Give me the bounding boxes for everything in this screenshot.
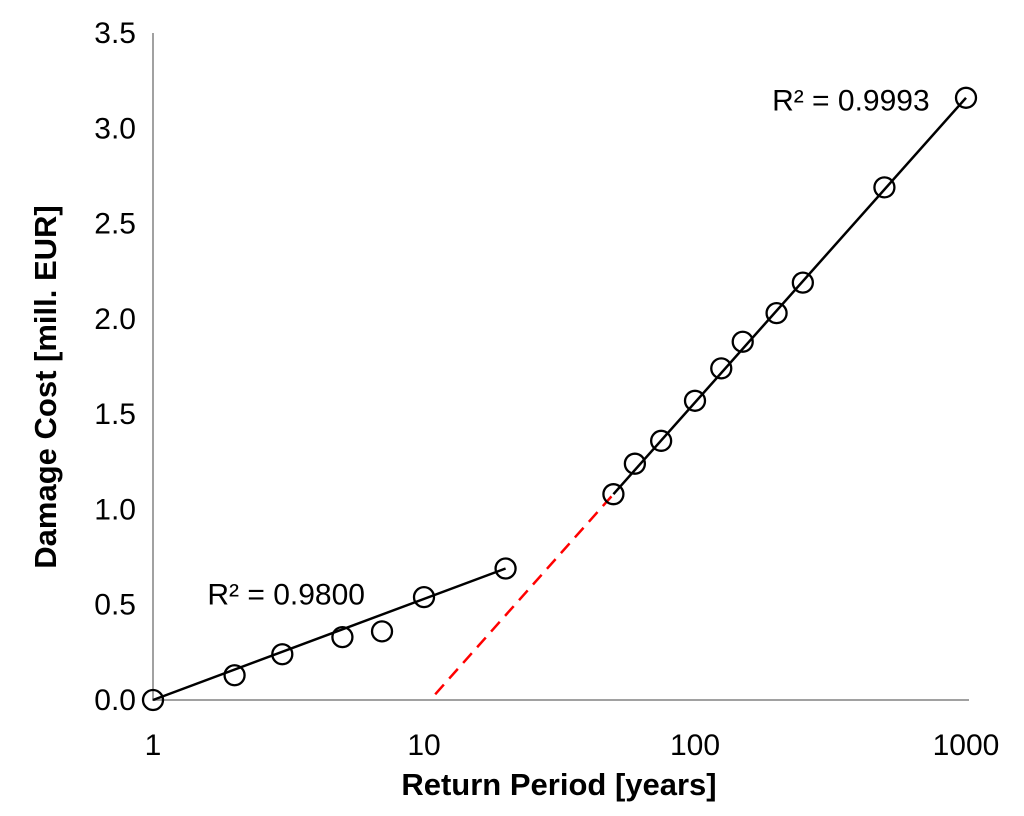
short-return-periods-point	[141, 688, 165, 712]
y-tick-label: 2.0	[94, 303, 136, 336]
short-return-periods-point	[412, 585, 436, 609]
long-return-periods-point	[683, 389, 707, 412]
x-tick-label: 1000	[933, 729, 1000, 762]
extrapolated-trendline	[434, 493, 615, 696]
short-return-periods-point	[331, 625, 354, 649]
short-return-periods-point	[370, 620, 394, 643]
long-return-periods-trendline	[612, 96, 967, 496]
long-return-periods-point	[791, 271, 814, 294]
long-return-periods-point	[710, 357, 733, 380]
long-return-periods-point	[623, 452, 647, 475]
y-tick-label: 0.0	[94, 684, 136, 717]
y-tick-label: 1.5	[94, 398, 136, 431]
long-return-periods-point	[765, 301, 788, 325]
y-tick-label: 0.5	[94, 589, 136, 622]
short-return-periods-point	[271, 643, 294, 666]
long-return-periods-point	[731, 330, 754, 353]
short-return-periods-point	[223, 664, 246, 687]
long-return-periods-point	[954, 86, 978, 109]
x-tick-label: 10	[407, 729, 440, 762]
y-tick-label: 3.0	[94, 112, 136, 145]
short-return-periods-trendline	[152, 567, 507, 702]
y-tick-label: 3.5	[94, 17, 136, 50]
long-return-periods-point	[602, 483, 625, 506]
plot-area	[141, 86, 978, 712]
short-return-periods-point	[494, 557, 517, 580]
r2-label-long-series: R² = 0.9993	[772, 85, 930, 118]
long-return-periods-point	[649, 429, 673, 452]
r2-label-short-series: R² = 0.9800	[207, 578, 365, 611]
long-return-periods-point	[873, 176, 896, 199]
x-axis-title: Return Period [years]	[401, 767, 716, 802]
x-tick-label: 100	[670, 729, 720, 762]
x-tick-label: 1	[145, 729, 162, 762]
y-tick-label: 1.0	[94, 493, 136, 526]
y-axis-title: Damage Cost [mill. EUR]	[28, 205, 63, 568]
y-tick-label: 2.5	[94, 208, 136, 241]
tick-labels: 1 10 100 1000 0.0 0.5 1.0 1.5 2.0 2.5 3.0 3.5	[94, 17, 999, 762]
